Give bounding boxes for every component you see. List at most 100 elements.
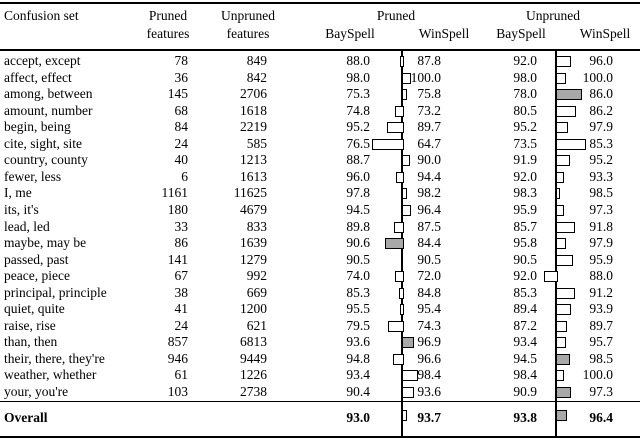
unpruned-winspell-cell: 95.9 <box>589 251 613 267</box>
confusion-set-cell: quiet, quite <box>4 301 65 317</box>
pruned-bayspell-cell: 75.3 <box>346 86 370 102</box>
pruned-diff-bar <box>400 56 404 67</box>
unpruned-diff-bar <box>556 138 586 150</box>
unpruned-features-cell: 669 <box>246 284 267 300</box>
unpruned-features-cell: 2738 <box>240 384 267 399</box>
unpruned-diff-bar <box>556 72 566 84</box>
unpruned-features-cell: 6813 <box>240 334 267 350</box>
unpruned-winspell-cell: 98.5 <box>589 350 613 366</box>
confusion-set-cell: principal, principle <box>4 284 107 300</box>
pruned-diff-bar <box>388 320 404 332</box>
pruned-bayspell-cell: 90.5 <box>346 251 370 267</box>
unpruned-features-cell: 1226 <box>240 367 267 383</box>
unpruned-bayspell-cell: 73.5 <box>513 135 537 151</box>
table-row: its, it's 180 4679 94.5 96.4 95.9 97.3 <box>0 202 640 219</box>
pruned-features-header-line2: features <box>146 26 190 41</box>
confusion-set-cell: affect, effect <box>4 69 72 85</box>
table-row: weather, whether 61 1226 93.4 98.4 98.4 … <box>0 367 640 384</box>
confusion-set-cell: your, you're <box>4 384 69 399</box>
unpruned-bayspell-cell: 90.9 <box>513 384 537 399</box>
pruned-bayspell-cell: 74.0 <box>346 268 370 284</box>
table-row: than, then 857 6813 93.6 96.9 93.4 95.7 <box>0 334 640 351</box>
table-row: principal, principle 38 669 85.3 84.8 85… <box>0 285 640 302</box>
pruned-features-cell: 24 <box>174 317 189 333</box>
confusion-set-header: Confusion set <box>4 8 79 23</box>
unpruned-diff-bar <box>556 387 571 398</box>
unpruned-bayspell-cell: 85.3 <box>513 284 537 300</box>
unpruned-bar-axis <box>555 50 557 436</box>
unpruned-diff-bar <box>556 320 567 332</box>
unpruned-diff-bar <box>556 122 568 134</box>
pruned-diff-bar <box>402 204 411 216</box>
pruned-winspell-cell: 90.5 <box>417 251 441 267</box>
pruned-winspell-cell: 75.8 <box>417 86 441 102</box>
pruned-diff-bar <box>396 171 404 183</box>
pruned-winspell-cell: 96.6 <box>417 350 441 366</box>
table-row: accept, except 78 849 88.0 87.8 92.0 96.… <box>0 53 640 70</box>
pruned-winspell-cell: 64.7 <box>417 135 441 151</box>
pruned-features-cell: 41 <box>174 301 189 317</box>
pruned-winspell-header: WinSpell <box>418 26 470 41</box>
unpruned-bayspell-cell: 98.3 <box>513 185 537 201</box>
unpruned-diff-bar <box>556 188 560 200</box>
pruned-winspell-cell: 96.4 <box>417 201 441 217</box>
table-row: amount, number 68 1618 74.8 73.2 80.5 86… <box>0 103 640 120</box>
unpruned-winspell-cell: 86.2 <box>589 102 613 118</box>
pruned-group-header: Pruned <box>376 8 416 23</box>
unpruned-diff-bar <box>556 171 564 183</box>
table-row: quiet, quite 41 1200 95.5 95.4 89.4 93.9 <box>0 301 640 318</box>
pruned-diff-bar <box>402 155 410 167</box>
unpruned-features-cell: 4679 <box>240 201 267 217</box>
unpruned-diff-bar <box>556 105 576 117</box>
table-row: fewer, less 6 1613 96.0 94.4 92.0 93.3 <box>0 169 640 186</box>
unpruned-winspell-cell: 86.0 <box>589 86 613 102</box>
table-row: passed, past 141 1279 90.5 90.5 90.5 95.… <box>0 252 640 269</box>
pruned-winspell-cell: 96.9 <box>417 334 441 350</box>
pruned-bayspell-cell: 79.5 <box>346 317 370 333</box>
table-row: their, there, they're 946 9449 94.8 96.6… <box>0 351 640 368</box>
pruned-bayspell-cell: 76.5 <box>346 135 370 151</box>
pruned-winspell-cell: 87.5 <box>417 218 441 234</box>
pruned-diff-bar <box>402 89 407 101</box>
unpruned-bayspell-cell: 95.2 <box>513 119 537 135</box>
unpruned-features-cell: 621 <box>246 317 267 333</box>
unpruned-bayspell-cell: 93.8 <box>513 410 537 425</box>
pruned-features-cell: 67 <box>174 268 189 284</box>
pruned-bayspell-header: BaySpell <box>325 26 375 41</box>
pruned-features-cell: 61 <box>174 367 189 383</box>
pruned-winspell-cell: 100.0 <box>410 69 441 85</box>
confusion-set-cell: its, it's <box>4 201 39 217</box>
unpruned-bayspell-cell: 92.0 <box>513 268 537 284</box>
pruned-bayspell-cell: 88.0 <box>346 53 370 68</box>
unpruned-winspell-cell: 91.2 <box>589 284 613 300</box>
pruned-bayspell-cell: 90.4 <box>346 384 370 399</box>
unpruned-features-cell: 1639 <box>240 235 267 251</box>
table-row: I, me 1161 11625 97.8 98.2 98.3 98.5 <box>0 185 640 202</box>
pruned-winspell-cell: 93.7 <box>417 410 441 425</box>
unpruned-winspell-cell: 100.0 <box>582 367 613 383</box>
unpruned-features-cell: 1213 <box>240 152 267 168</box>
unpruned-features-cell: 1279 <box>240 251 267 267</box>
pruned-diff-bar <box>372 138 404 150</box>
pruned-winspell-cell: 94.4 <box>417 168 441 184</box>
unpruned-bayspell-cell: 95.9 <box>513 201 537 217</box>
unpruned-bayspell-cell: 98.4 <box>513 367 537 383</box>
pruned-diff-bar <box>402 72 411 84</box>
confusion-set-cell: accept, except <box>4 53 81 68</box>
pruned-winspell-cell: 72.0 <box>417 268 441 284</box>
pruned-winspell-cell: 95.4 <box>417 301 441 317</box>
unpruned-features-cell: 585 <box>246 135 267 151</box>
unpruned-winspell-cell: 95.7 <box>589 334 613 350</box>
pruned-features-cell: 1161 <box>161 185 189 201</box>
confusion-set-cell: raise, rise <box>4 317 56 333</box>
pruned-features-cell: 946 <box>167 350 188 366</box>
unpruned-winspell-cell: 97.3 <box>589 384 613 399</box>
pruned-bayspell-cell: 90.6 <box>346 235 370 251</box>
confusion-set-cell: weather, whether <box>4 367 97 383</box>
unpruned-bayspell-cell: 94.5 <box>513 350 537 366</box>
unpruned-bayspell-cell: 91.9 <box>513 152 537 168</box>
confusion-set-cell: country, county <box>4 152 88 168</box>
unpruned-diff-bar <box>556 155 570 167</box>
pruned-diff-bar <box>393 353 404 365</box>
pruned-features-cell: 78 <box>174 53 189 68</box>
